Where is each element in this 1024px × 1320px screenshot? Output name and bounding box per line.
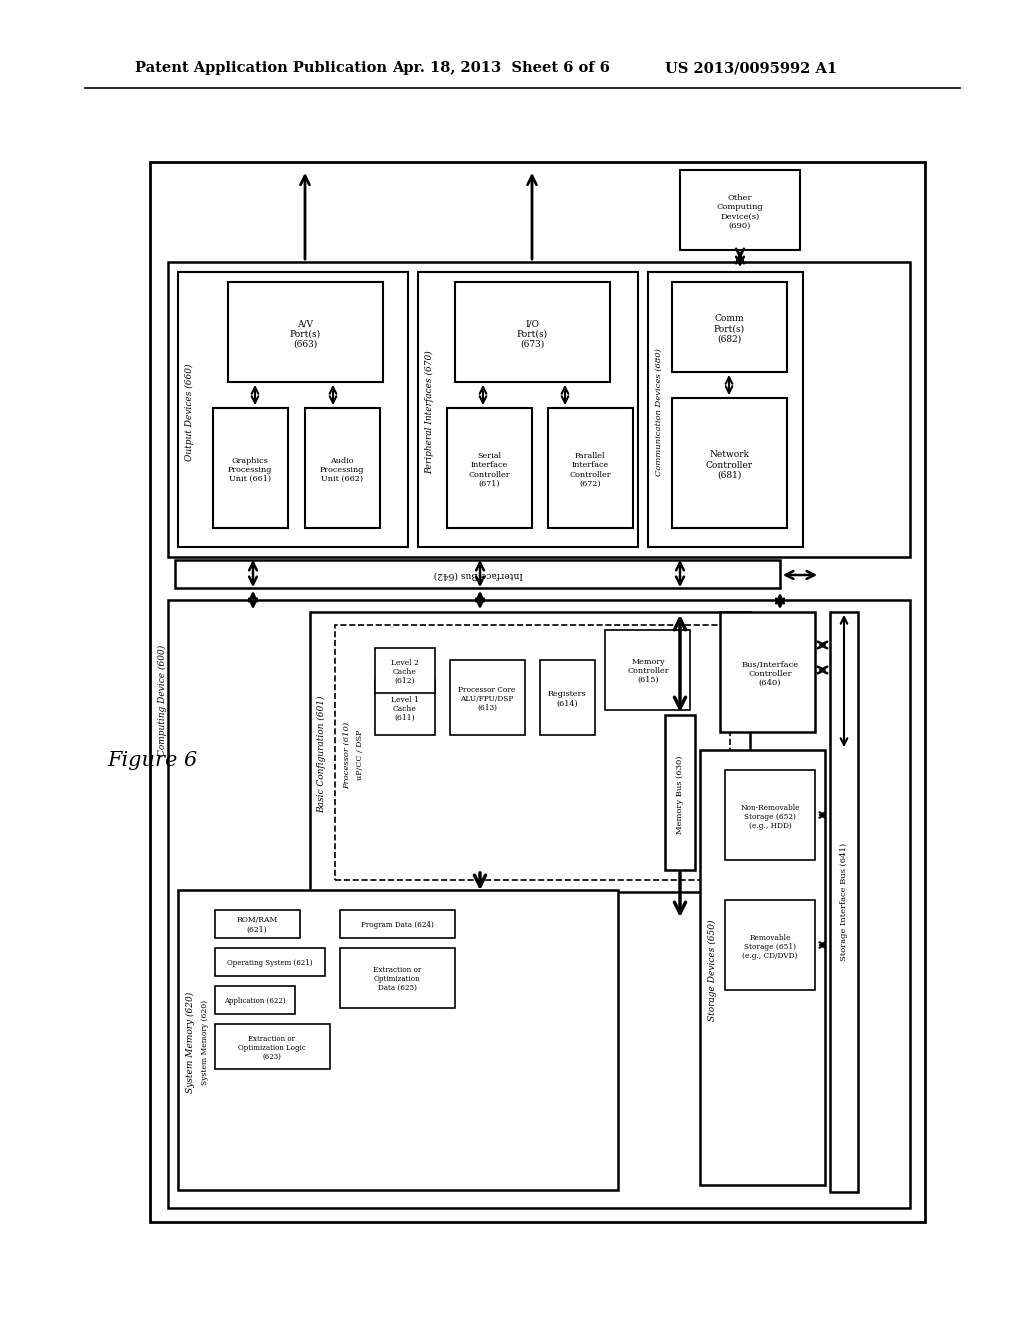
Bar [720,612,815,733]
Text: Program Data (624): Program Data (624) [360,921,433,929]
Bar [830,612,858,1192]
Text: Output Devices (660): Output Devices (660) [184,363,194,461]
Bar [340,948,455,1008]
Text: Interface Bus (642): Interface Bus (642) [433,570,522,579]
Text: Processor (610): Processor (610) [343,722,351,788]
Text: Registers
(614): Registers (614) [548,690,587,708]
Text: Graphics
Processing
Unit (661): Graphics Processing Unit (661) [227,457,272,483]
Bar [310,612,750,892]
Bar [672,399,787,528]
Bar [605,630,690,710]
Bar [540,660,595,735]
Text: Processor Core
ALU/FPU/DSP
(613): Processor Core ALU/FPU/DSP (613) [459,686,516,713]
Text: Peripheral Interfaces (670): Peripheral Interfaces (670) [425,350,434,474]
Bar [215,986,295,1014]
Text: Removable
Storage (651)
(e.g., CD/DVD): Removable Storage (651) (e.g., CD/DVD) [742,933,798,960]
Text: Memory
Controller
(615): Memory Controller (615) [627,657,669,684]
Bar [340,909,455,939]
Text: Apr. 18, 2013  Sheet 6 of 6: Apr. 18, 2013 Sheet 6 of 6 [392,61,610,75]
Bar [455,282,610,381]
Text: Basic Configuration (601): Basic Configuration (601) [317,696,327,813]
Bar [375,648,435,693]
Bar [175,560,780,587]
Bar [215,948,325,975]
Bar [178,272,408,546]
Bar [418,272,638,546]
Text: Audio
Processing
Unit (662): Audio Processing Unit (662) [319,457,365,483]
Text: Computing Device (600): Computing Device (600) [158,644,167,755]
Text: Memory Bus (630): Memory Bus (630) [676,756,684,834]
Bar [725,770,815,861]
Bar [305,408,380,528]
Text: Extraction or
Optimization Logic
(623): Extraction or Optimization Logic (623) [239,1035,306,1061]
Bar [215,909,300,939]
Text: Communication Devices (680): Communication Devices (680) [655,348,663,477]
Text: Serial
Interface
Controller
(671): Serial Interface Controller (671) [468,453,510,488]
Bar [375,680,435,735]
Text: uP/CC / DSP: uP/CC / DSP [356,730,364,780]
Text: System Memory (620): System Memory (620) [201,999,209,1085]
Bar [168,261,910,557]
Text: Storage Interface Bus (641): Storage Interface Bus (641) [840,843,848,961]
Bar [335,624,730,880]
Text: Other
Computing
Device(s)
(690): Other Computing Device(s) (690) [717,194,763,230]
Text: Figure 6: Figure 6 [106,751,198,770]
Text: Parallel
Interface
Controller
(672): Parallel Interface Controller (672) [569,453,610,488]
Text: Bus/Interface
Controller
(640): Bus/Interface Controller (640) [741,661,799,688]
Bar [665,715,695,870]
Bar [215,1024,330,1069]
Text: System Memory (620): System Memory (620) [185,991,195,1093]
Bar [725,900,815,990]
Text: Operating System (621): Operating System (621) [227,960,312,968]
Text: Storage Devices (650): Storage Devices (650) [708,919,717,1020]
Text: A/V
Port(s)
(663): A/V Port(s) (663) [290,319,321,348]
Text: Patent Application Publication: Patent Application Publication [135,61,387,75]
Text: Network
Controller
(681): Network Controller (681) [706,450,753,480]
Text: Extraction or
Optimization
Data (625): Extraction or Optimization Data (625) [373,966,421,993]
Bar [228,282,383,381]
Bar [168,601,910,1208]
Text: Comm
Port(s)
(682): Comm Port(s) (682) [714,314,744,345]
Text: I/O
Port(s)
(673): I/O Port(s) (673) [516,319,548,348]
Text: Application (622): Application (622) [224,997,286,1005]
Text: ROM/RAM
(621): ROM/RAM (621) [237,916,278,933]
Bar [548,408,633,528]
Bar [150,162,925,1222]
Bar [450,660,525,735]
Bar [178,890,618,1191]
Text: Level 1
Cache
(611): Level 1 Cache (611) [391,696,419,722]
Text: Non-Removable
Storage (652)
(e.g., HDD): Non-Removable Storage (652) (e.g., HDD) [740,804,800,830]
Bar [648,272,803,546]
Bar [680,170,800,249]
Text: US 2013/0095992 A1: US 2013/0095992 A1 [665,61,838,75]
Text: Level 2
Cache
(612): Level 2 Cache (612) [391,659,419,685]
Bar [672,282,787,372]
Bar [213,408,288,528]
Bar [447,408,532,528]
Bar [700,750,825,1185]
